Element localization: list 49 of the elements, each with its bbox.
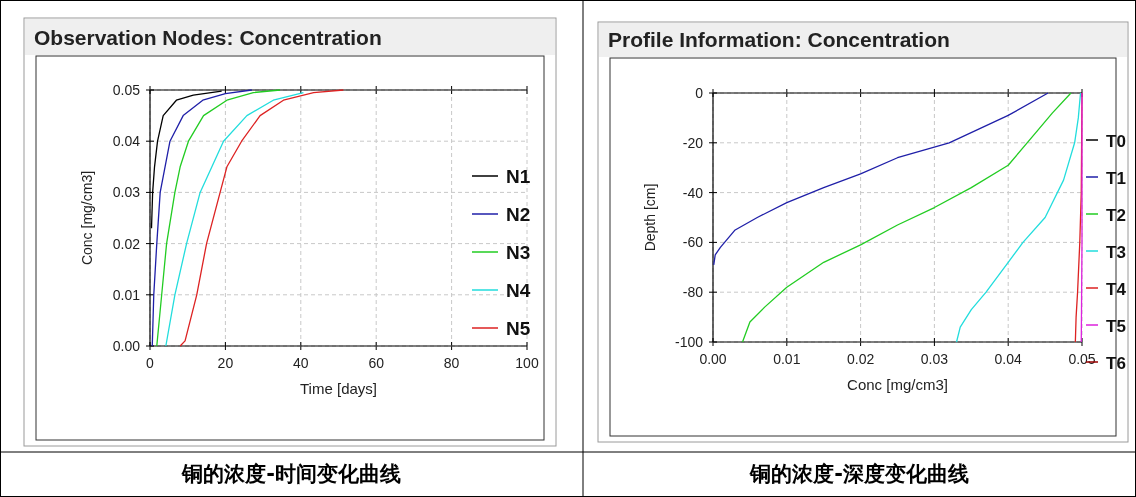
legend-label: T1 [1106, 169, 1126, 188]
x-tick-label: 80 [443, 355, 460, 371]
legend-label: N1 [506, 166, 531, 187]
x-axis-title: Conc [mg/cm3] [847, 376, 948, 393]
x-tick-label: 40 [293, 355, 309, 371]
x-axis-title: Time [days] [300, 380, 377, 397]
x-tick-label: 100 [515, 355, 539, 371]
legend-label: T2 [1106, 206, 1126, 225]
y-tick-label: 0.03 [112, 184, 141, 201]
y-tick-label: 0.04 [112, 133, 141, 150]
x-tick-label: 0.04 [994, 351, 1023, 367]
x-tick-label: 0.05 [1068, 351, 1096, 367]
chart-title: Observation Nodes: Concentration [34, 26, 382, 49]
y-tick-label: 0.05 [112, 82, 141, 98]
y-tick-label: -20 [682, 134, 704, 151]
line-series [179, 89, 345, 347]
x-tick-label: 0 [146, 355, 155, 371]
x-tick-label: 0.02 [846, 351, 875, 367]
legend-label: T4 [1106, 280, 1127, 299]
legend-label: T6 [1106, 354, 1126, 373]
legend-label: N5 [506, 318, 531, 339]
line-series [713, 92, 1049, 266]
legend-label: N4 [506, 280, 531, 301]
line-series [165, 91, 305, 347]
line-series [156, 89, 281, 347]
legend-label: T3 [1106, 243, 1126, 262]
y-tick-label: -80 [682, 284, 704, 301]
x-tick-label: 0.01 [773, 351, 801, 367]
y-tick-label: 0.01 [112, 286, 141, 303]
y-tick-label: -60 [682, 234, 704, 251]
legend-label: N2 [506, 204, 531, 225]
legend-label: T5 [1106, 317, 1126, 336]
line-series [741, 92, 1072, 343]
y-tick-label: 0 [695, 85, 704, 101]
legend-label: T0 [1106, 132, 1126, 151]
y-tick-label: -40 [682, 184, 704, 201]
text: 铜的浓度-深度变化曲线 [749, 462, 969, 486]
y-tick-label: 0.02 [112, 235, 141, 252]
x-tick-label: 0.03 [920, 351, 949, 367]
x-tick-label: 0.00 [699, 351, 727, 367]
x-tick-label: 60 [368, 355, 385, 371]
text: 铜的浓度-时间变化曲线 [181, 462, 401, 486]
x-tick-label: 20 [217, 355, 234, 371]
y-tick-label: 0.00 [112, 338, 141, 354]
y-axis-title: Conc [mg/cm3] [79, 170, 95, 266]
chart-title: Profile Information: Concentration [608, 28, 950, 51]
y-axis-title: Depth [cm] [642, 183, 658, 252]
legend-label: N3 [506, 242, 531, 263]
y-tick-label: -100 [674, 334, 704, 350]
